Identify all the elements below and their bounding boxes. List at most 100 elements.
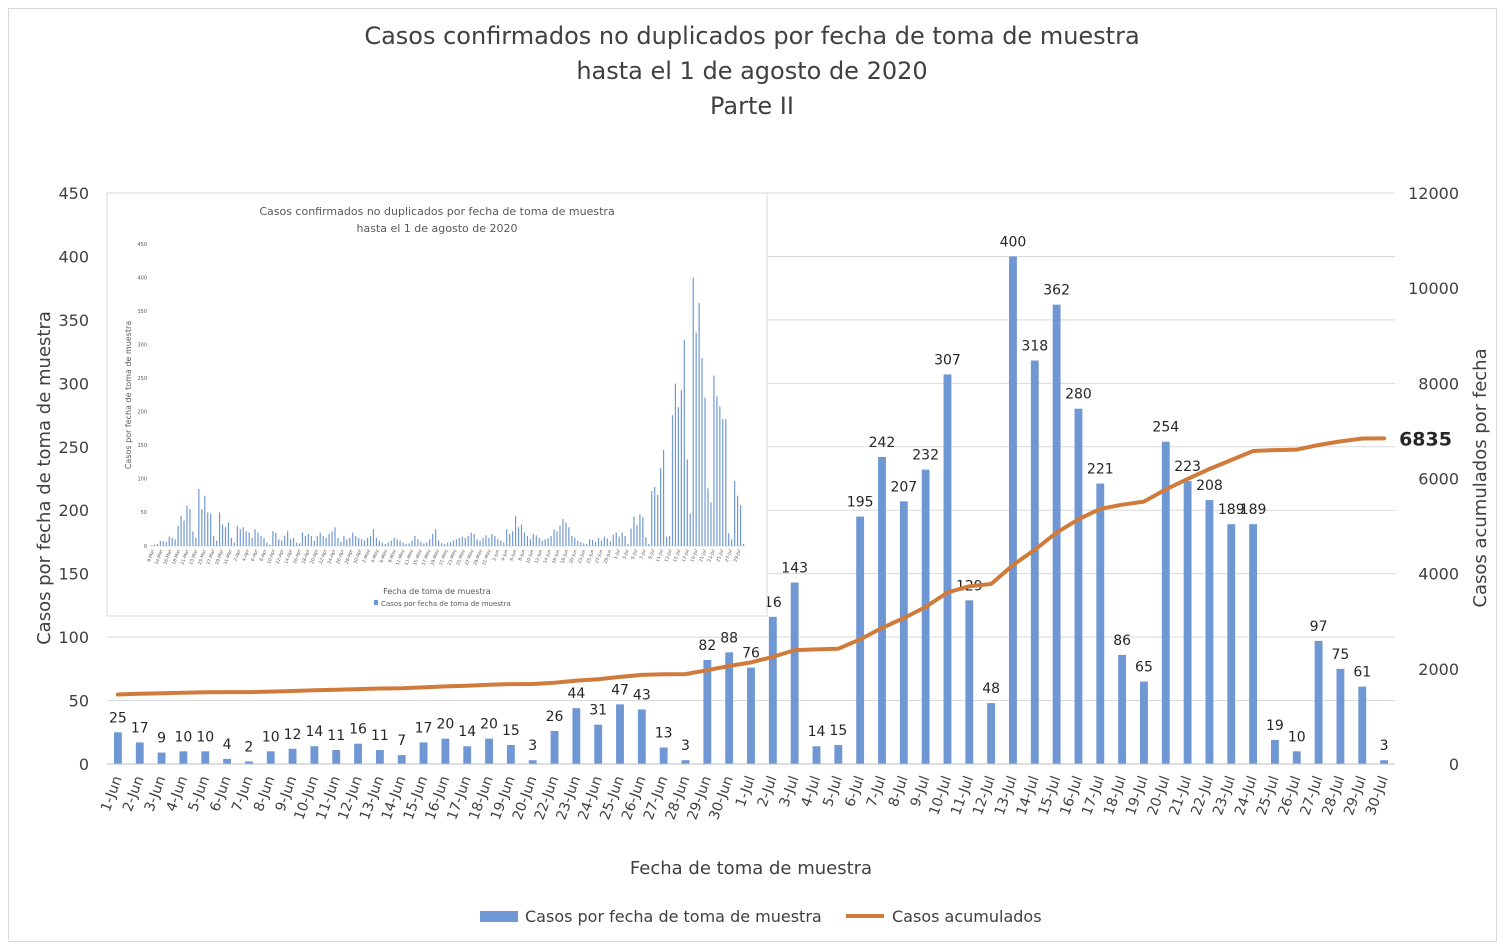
inset-bar [520, 524, 523, 546]
inset-x-tick-label: 14-Mar [154, 548, 165, 565]
inset-bar [739, 505, 742, 546]
inset-bar [624, 535, 626, 546]
bar-label-14-Jun: 7 [397, 733, 406, 749]
bar-3-Jul [790, 582, 799, 764]
inset-bar [621, 532, 623, 546]
bar-label-27-Jul: 97 [1310, 619, 1328, 635]
inset-x-tick-label: 10-Apr [266, 549, 277, 565]
inset-bar [432, 533, 434, 546]
inset-x-tick-label: 27-Jul [724, 549, 734, 563]
inset-bar [630, 528, 632, 546]
bar-label-1-Jul: 76 [742, 646, 760, 662]
bar-9-Jun [288, 748, 297, 764]
inset-bar [677, 407, 679, 546]
bar-6-Jun [223, 758, 231, 764]
inset-bar [594, 541, 597, 546]
inset-y-tick-label: 350 [137, 309, 147, 315]
bar-11-Jul [965, 600, 974, 764]
bar-label-16-Jul: 280 [1065, 387, 1092, 403]
inset-bar [692, 277, 694, 546]
inset-y-tick-label: 450 [137, 242, 147, 248]
inset-bar [390, 540, 392, 546]
inset-title-line-1: Casos confirmados no duplicados por fech… [259, 205, 614, 218]
bar-18-Jul [1118, 654, 1127, 764]
inset-x-tick-label: 14-Jun [542, 549, 553, 565]
legend-label-bars: Casos por fecha de toma de muestra [525, 907, 822, 926]
inset-x-tick-label: 21-Jul [698, 549, 708, 563]
inset-bar [547, 537, 549, 546]
inset-bar [612, 534, 614, 546]
inset-bar [162, 541, 164, 546]
inset-bar [429, 539, 431, 546]
bar-19-Jul [1140, 681, 1148, 764]
inset-x-tick-label: 27-Jun [594, 549, 605, 565]
inset-bar [266, 542, 268, 546]
bar-label-12-Jun: 16 [349, 722, 367, 738]
inset-x-tick-label: 21-Mar [180, 548, 191, 565]
inset-bar [384, 543, 386, 546]
inset-bar [340, 541, 342, 546]
inset-bar [701, 358, 703, 546]
inset-x-tick-label: 2-Jun [491, 549, 501, 562]
inset-bar [248, 532, 250, 546]
inset-bar [278, 539, 280, 546]
bar-23-Jul [1227, 524, 1236, 764]
y-left-tick-label: 250 [58, 438, 89, 457]
inset-bar [322, 535, 324, 546]
bar-9-Jul [921, 469, 930, 764]
inset-x-tick-label: 25-Jun [585, 549, 596, 565]
inset-bar [272, 531, 274, 546]
y-left-tick-label: 350 [58, 311, 89, 330]
inset-bar [461, 536, 463, 546]
bar-16-Jul [1074, 408, 1083, 764]
bar-label-27-Jun: 13 [655, 726, 673, 742]
inset-bar [153, 544, 156, 546]
x-axis-label: Fecha de toma de muestra [630, 858, 872, 879]
inset-bar [541, 540, 543, 546]
bar-30-Jun [725, 652, 734, 764]
inset-bar [168, 536, 170, 546]
inset-bar [600, 540, 603, 546]
bar-label-7-Jun: 2 [244, 739, 253, 755]
inset-bar [479, 540, 481, 546]
inset-bar [458, 537, 460, 546]
bar-7-Jun [244, 761, 253, 764]
bar-5-Jun [201, 751, 210, 764]
inset-x-tick-label: 2-May [361, 548, 371, 563]
inset-bar [597, 537, 600, 546]
inset-bar [165, 541, 167, 546]
inset-bar [523, 532, 526, 546]
bar-label-29-Jun: 82 [698, 638, 716, 654]
inset-bar [583, 543, 585, 546]
bar-label-3-Jul: 143 [781, 561, 808, 577]
inset-bar [452, 540, 455, 546]
inset-bar [192, 531, 194, 546]
chart-border [8, 8, 1497, 942]
bar-14-Jul [1030, 360, 1039, 764]
inset-bar [514, 515, 517, 546]
inset-bar [464, 537, 466, 546]
inset-x-tick-label: 27-Mar [205, 548, 216, 565]
bar-4-Jun [179, 751, 188, 764]
inset-y-tick-label: 0 [144, 544, 147, 550]
y-axis-right-label: Casos acumulados por fecha [1470, 348, 1491, 607]
inset-bar [517, 527, 520, 546]
bar-label-3-Jun: 9 [157, 731, 166, 747]
y-right-tick-label: 10000 [1408, 279, 1459, 298]
inset-bar [665, 536, 668, 546]
inset-bar [227, 522, 230, 546]
bar-label-23-Jul: 189 [1218, 502, 1245, 518]
bar-label-30-Jul: 3 [1380, 738, 1389, 754]
bar-label-6-Jun: 4 [223, 737, 232, 753]
inset-x-tick-label: 8-Apr [258, 549, 268, 563]
inset-bar [734, 480, 736, 546]
inset-bar [254, 529, 256, 546]
inset-bar [218, 512, 221, 546]
inset-x-axis-ticks: 9-Mar14-Mar16-Mar18-Mar21-Mar23-Mar25-Ma… [146, 548, 742, 566]
inset-bar [331, 531, 333, 546]
inset-x-tick-label: 13-May [404, 548, 415, 566]
inset-bar [310, 535, 312, 546]
bar-label-14-Jul: 318 [1021, 338, 1048, 354]
inset-bar [236, 525, 238, 546]
